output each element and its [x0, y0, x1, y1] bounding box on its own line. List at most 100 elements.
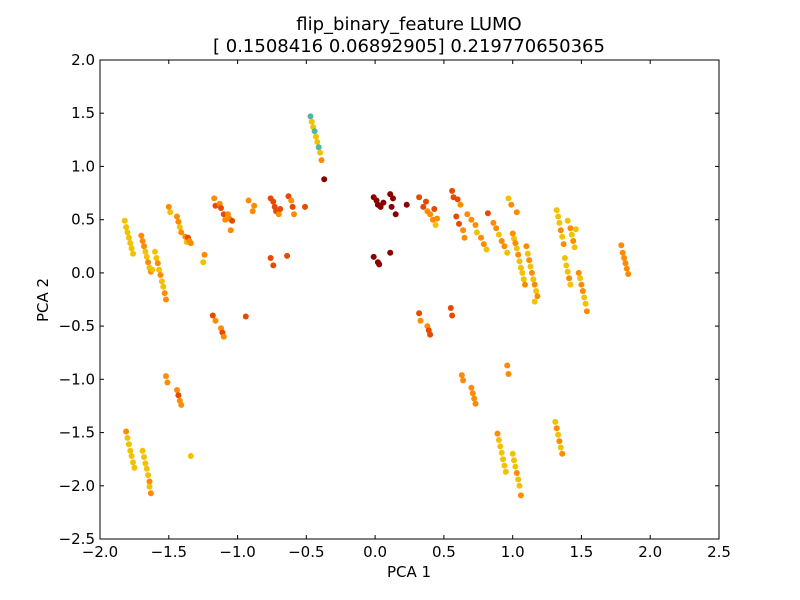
scatter-point-192	[187, 453, 194, 459]
scatter-point-58	[288, 197, 295, 204]
scatter-point-218	[497, 443, 504, 450]
axis-ticks: −2.0 −1.5 −1.0 −0.5 0.0 0.5 1.0 1.5 2.0 2.5−2.5−2…	[59, 51, 731, 561]
scatter-point-29	[176, 224, 183, 231]
scatter-point-72	[317, 149, 324, 156]
scatter-point-164	[581, 294, 588, 301]
scatter-point-152	[566, 275, 573, 282]
scatter-point-197	[471, 395, 478, 402]
scatter-point-52	[270, 198, 277, 205]
scatter-point-208	[139, 447, 146, 454]
scatter-point-98	[449, 187, 456, 194]
scatter-point-62	[267, 255, 274, 261]
x-tick-label: 0.5	[432, 543, 456, 561]
scatter-point-101	[457, 201, 464, 208]
scatter-point-112	[483, 246, 490, 253]
y-tick-label: 0.5	[71, 211, 95, 229]
scatter-point-142	[531, 298, 538, 305]
scatter-point-103	[456, 220, 462, 227]
scatter-point-11	[143, 253, 150, 260]
scatter-point-177	[220, 333, 227, 340]
scatter-point-12	[145, 259, 152, 266]
scatter-point-132	[522, 281, 528, 288]
scatter-point-70	[314, 139, 321, 145]
scatter-point-195	[468, 384, 475, 391]
scatter-point-194	[460, 377, 467, 384]
scatter-point-84	[403, 201, 410, 208]
scatter-point-65	[307, 113, 314, 120]
scatter-point-165	[582, 300, 589, 307]
scatter-point-198	[472, 400, 479, 407]
scatter-point-22	[160, 283, 167, 290]
scatter-point-105	[461, 234, 468, 241]
scatter-point-137	[528, 269, 535, 276]
scatter-point-228	[516, 482, 523, 489]
scatter-point-68	[311, 128, 318, 135]
scatter-point-154	[564, 217, 571, 224]
scatter-point-158	[571, 244, 578, 251]
scatter-point-139	[531, 281, 538, 288]
scatter-point-204	[127, 447, 134, 454]
scatter-point-234	[557, 444, 564, 451]
scatter-point-174	[212, 317, 219, 324]
scatter-point-146	[557, 227, 564, 234]
scatter-point-162	[578, 281, 585, 288]
y-tick-label: 2.0	[71, 51, 95, 69]
scatter-point-120	[505, 195, 512, 202]
scatter-point-123	[509, 230, 516, 237]
scatter-point-1	[123, 224, 130, 231]
scatter-point-25	[165, 203, 172, 210]
scatter-point-189	[175, 392, 182, 399]
scatter-point-0	[121, 217, 128, 224]
scatter-point-19	[156, 266, 163, 273]
scatter-point-106	[464, 211, 471, 218]
scatter-point-30	[178, 229, 185, 236]
scatter-point-153	[567, 281, 574, 288]
scatter-point-59	[289, 203, 296, 210]
scatter-point-172	[625, 271, 632, 277]
scatter-point-167	[618, 242, 625, 249]
scatter-point-121	[508, 201, 515, 208]
x-tick-label: 2.0	[638, 543, 662, 561]
scatter-point-117	[498, 238, 505, 244]
scatter-point-63	[270, 262, 277, 269]
scatter-point-212	[145, 472, 152, 479]
scatter-point-230	[552, 418, 559, 425]
scatter-point-42	[220, 211, 227, 218]
scatter-point-91	[423, 198, 429, 205]
scatter-point-28	[175, 218, 182, 225]
scatter-point-169	[621, 255, 628, 261]
scatter-point-216	[494, 430, 501, 437]
scatter-point-147	[559, 233, 566, 240]
scatter-point-35	[187, 240, 194, 247]
scatter-point-213	[146, 478, 153, 485]
scatter-point-171	[623, 265, 630, 272]
scatter-point-122	[513, 209, 520, 216]
scatter-point-125	[512, 240, 519, 247]
scatter-point-79	[380, 199, 387, 206]
scatter-point-225	[512, 463, 519, 470]
scatter-point-66	[308, 118, 315, 125]
scatter-point-235	[559, 450, 566, 457]
scatter-point-141	[534, 293, 541, 300]
scatter-point-202	[124, 434, 131, 441]
scatter-point-97	[434, 215, 440, 222]
scatter-point-5	[128, 245, 135, 252]
scatter-point-104	[460, 227, 467, 234]
scatter-point-156	[568, 231, 575, 238]
y-tick-label: −2.0	[59, 477, 95, 495]
scatter-point-227	[515, 476, 522, 483]
y-axis-label: PCA 2	[34, 278, 52, 322]
scatter-point-81	[390, 195, 396, 202]
scatter-point-74	[321, 176, 328, 183]
scatter-point-102	[453, 213, 460, 220]
scatter-point-209	[141, 454, 147, 460]
scatter-point-131	[520, 276, 527, 283]
scatter-point-55	[275, 211, 282, 218]
scatter-point-69	[313, 133, 319, 140]
scatter-point-17	[153, 255, 160, 261]
scatter-point-87	[376, 261, 383, 268]
scatter-point-89	[416, 194, 423, 201]
scatter-point-6	[130, 250, 136, 257]
